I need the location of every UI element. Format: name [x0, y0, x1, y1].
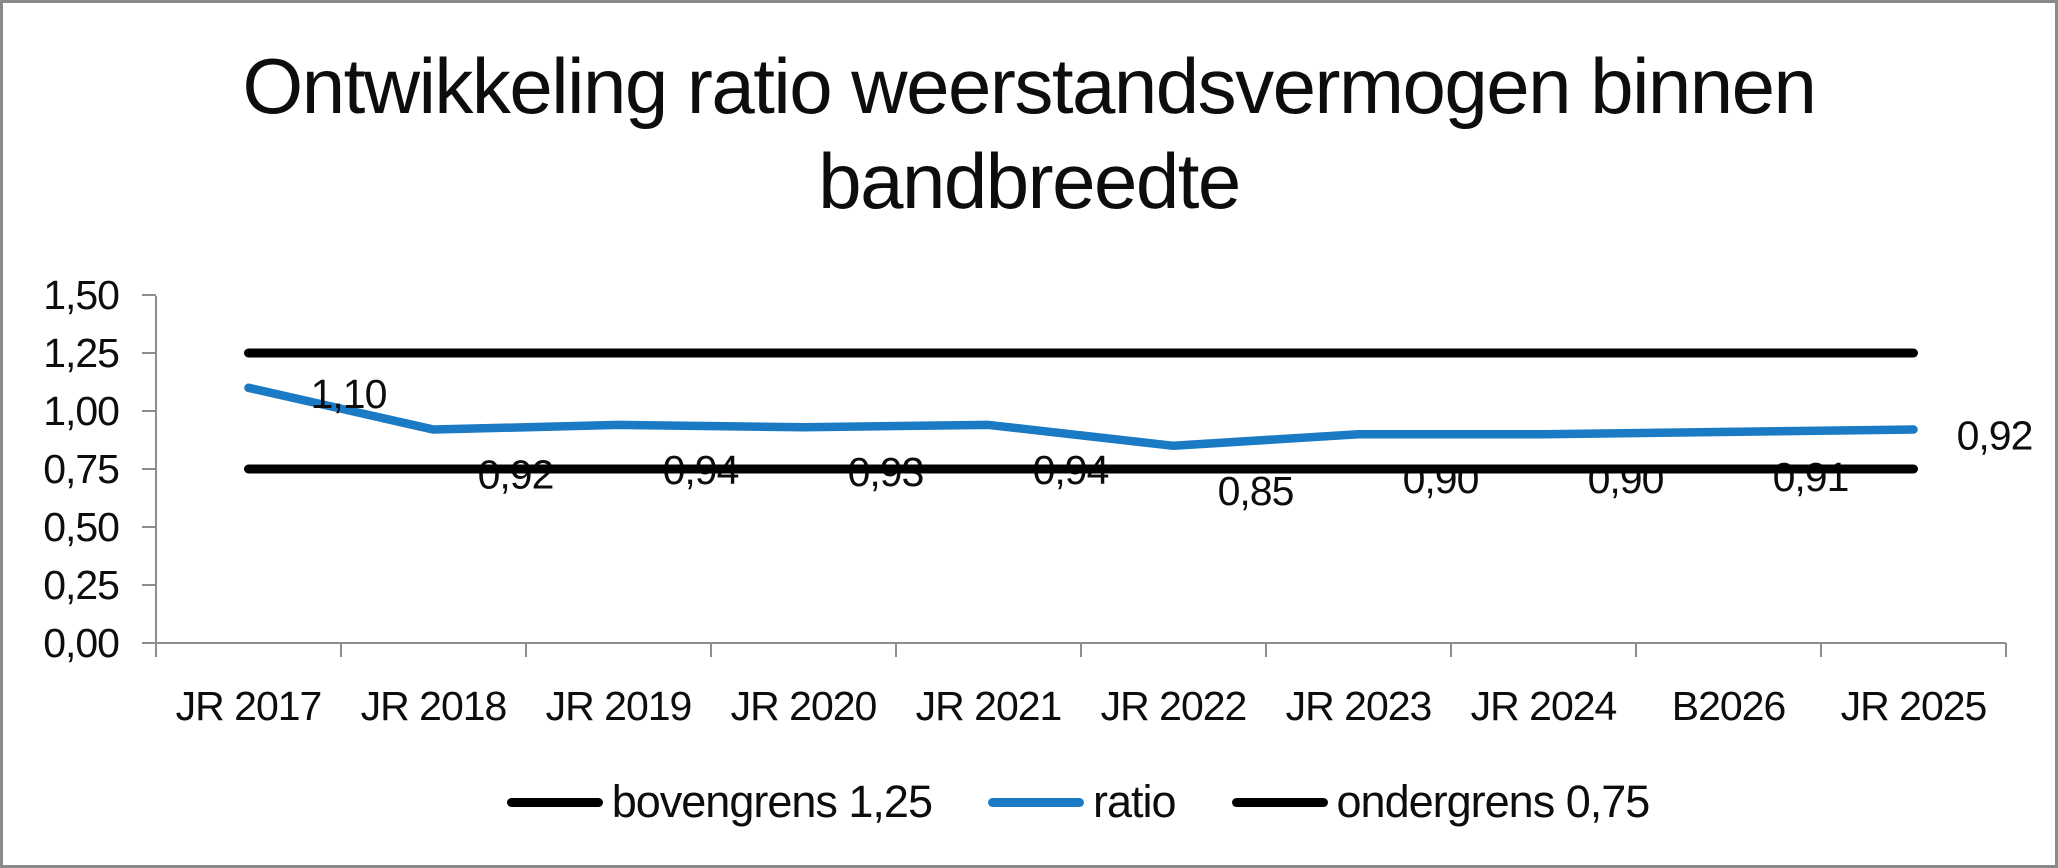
data-point-label: 0,85	[1218, 468, 1294, 514]
ondergrens-line-swatch-icon	[1231, 797, 1328, 807]
bovengrens-line-swatch-icon	[506, 797, 603, 807]
chart-title-line-1: Ontwikkeling ratio weerstandsvermogen bi…	[242, 42, 1817, 130]
data-point-label: 0,92	[478, 452, 554, 498]
chart-title: Ontwikkeling ratio weerstandsvermogen bi…	[3, 39, 2055, 229]
y-axis-tick-label: 0,75	[43, 446, 119, 492]
x-axis-category-label: JR 2018	[361, 683, 507, 729]
y-axis-tick-label: 0,50	[43, 504, 119, 550]
x-axis-category-label: JR 2023	[1286, 683, 1432, 729]
x-axis-category-label: JR 2020	[731, 683, 877, 729]
line-chart-plot-area: 0,00 0,25 0,50 0,75 1,00 1,25 1,50 JR 2017 JR 20…	[43, 272, 2033, 729]
data-point-label: 0,90	[1403, 456, 1479, 502]
data-point-label: 0,92	[1957, 413, 2033, 459]
legend-item-bovengrens: bovengrens 1,25	[506, 776, 933, 828]
x-axis-category-label: JR 2022	[1101, 683, 1247, 729]
y-axis-tick-label: 1,25	[43, 330, 119, 376]
ratio-series-line	[244, 383, 1918, 451]
legend-item-ondergrens: ondergrens 0,75	[1231, 776, 1651, 828]
y-axis-tick-label: 1,50	[43, 272, 119, 318]
legend-label-bovengrens: bovengrens 1,25	[611, 776, 933, 827]
legend-label-ratio: ratio	[1092, 776, 1177, 827]
x-axis-category-label: JR 2025	[1841, 683, 1987, 729]
legend-item-ratio: ratio	[987, 776, 1177, 828]
y-axis-tick-label: 1,00	[43, 388, 119, 434]
x-axis-category-label: JR 2024	[1471, 683, 1617, 729]
x-axis-category-label: B2026	[1672, 683, 1786, 729]
x-axis-category-label: JR 2017	[176, 683, 322, 729]
chart-legend: bovengrens 1,25 ratio ondergrens 0,75	[153, 771, 2003, 833]
data-point-label: 1,10	[311, 371, 387, 417]
data-point-label: 0,90	[1588, 456, 1664, 502]
data-point-label: 0,91	[1773, 454, 1849, 500]
chart-title-line-2: bandbreedte	[818, 137, 1241, 225]
ratio-line-swatch-icon	[987, 797, 1084, 807]
y-axis-tick-label: 0,00	[43, 620, 119, 666]
x-axis-category-label: JR 2019	[546, 683, 692, 729]
x-axis-category-label: JR 2021	[916, 683, 1062, 729]
legend-label-ondergrens: ondergrens 0,75	[1336, 776, 1651, 827]
y-axis-tick-label: 0,25	[43, 562, 119, 608]
